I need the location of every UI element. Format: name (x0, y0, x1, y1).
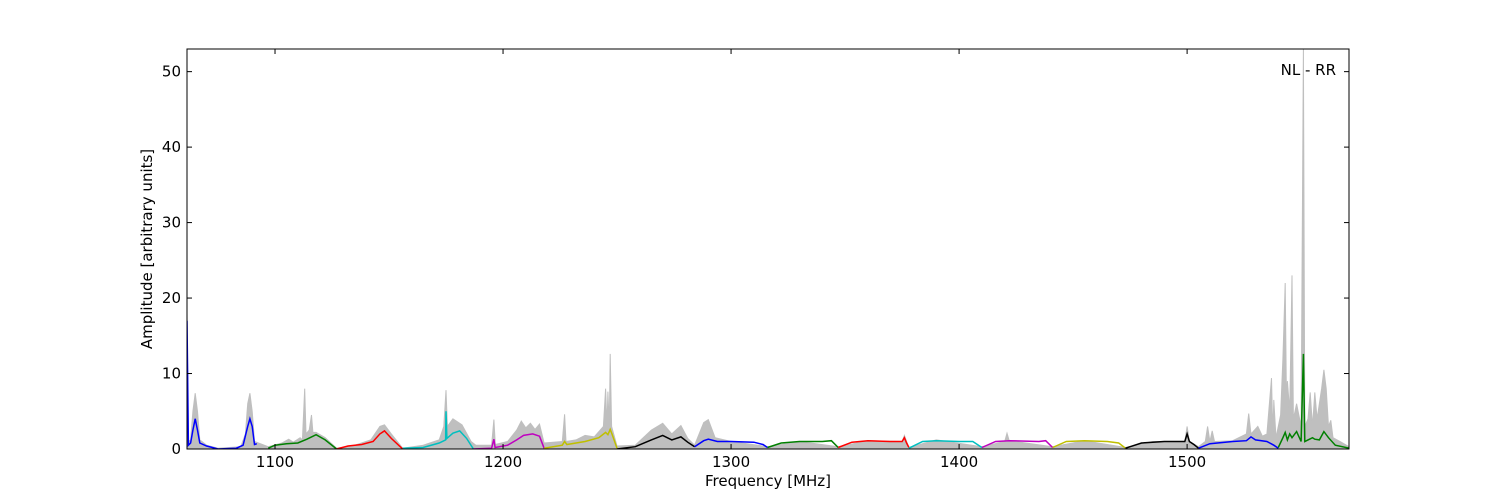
subband-line-2 (267, 433, 338, 449)
subband-line-5 (473, 433, 545, 449)
y-tick-label: 10 (162, 365, 181, 383)
subband-line-4 (402, 411, 475, 449)
y-axis-label: Amplitude [arbitrary units] (138, 149, 156, 349)
subband-line-8 (694, 438, 768, 449)
subband-line-3 (336, 429, 404, 449)
axis-ticks: 1100 1200 1300 1400 1500 0 10 20 30 40 50 (162, 49, 1349, 471)
annotation-label: NL - RR (1281, 61, 1336, 79)
subband-line-12 (981, 439, 1054, 449)
x-tick-label: 1100 (256, 453, 294, 471)
x-tick-label: 1400 (940, 453, 978, 471)
subband-line-6 (543, 427, 618, 449)
subband-line-16 (1277, 353, 1349, 449)
subband-line-11 (908, 439, 983, 449)
subband-line-9 (767, 439, 839, 449)
y-tick-label: 30 (162, 214, 181, 232)
plot-area (187, 49, 1349, 449)
x-tick-label: 1300 (712, 453, 750, 471)
subband-line-7 (616, 434, 696, 449)
y-tick-label: 40 (162, 138, 181, 156)
subband-line-13 (1052, 439, 1126, 449)
subband-line-1 (187, 320, 258, 449)
y-tick-label: 20 (162, 289, 181, 307)
x-axis-label: Frequency [MHz] (705, 472, 831, 490)
subband-line-14 (1125, 431, 1199, 449)
y-tick-label: 50 (162, 63, 181, 81)
subband-line-10 (837, 436, 910, 449)
y-tick-label: 0 (171, 440, 181, 458)
amplitude-envelope (187, 49, 1349, 449)
subband-line-15 (1198, 435, 1279, 449)
x-tick-label: 1200 (484, 453, 522, 471)
x-tick-label: 1500 (1168, 453, 1206, 471)
axes-frame (186, 48, 1350, 450)
